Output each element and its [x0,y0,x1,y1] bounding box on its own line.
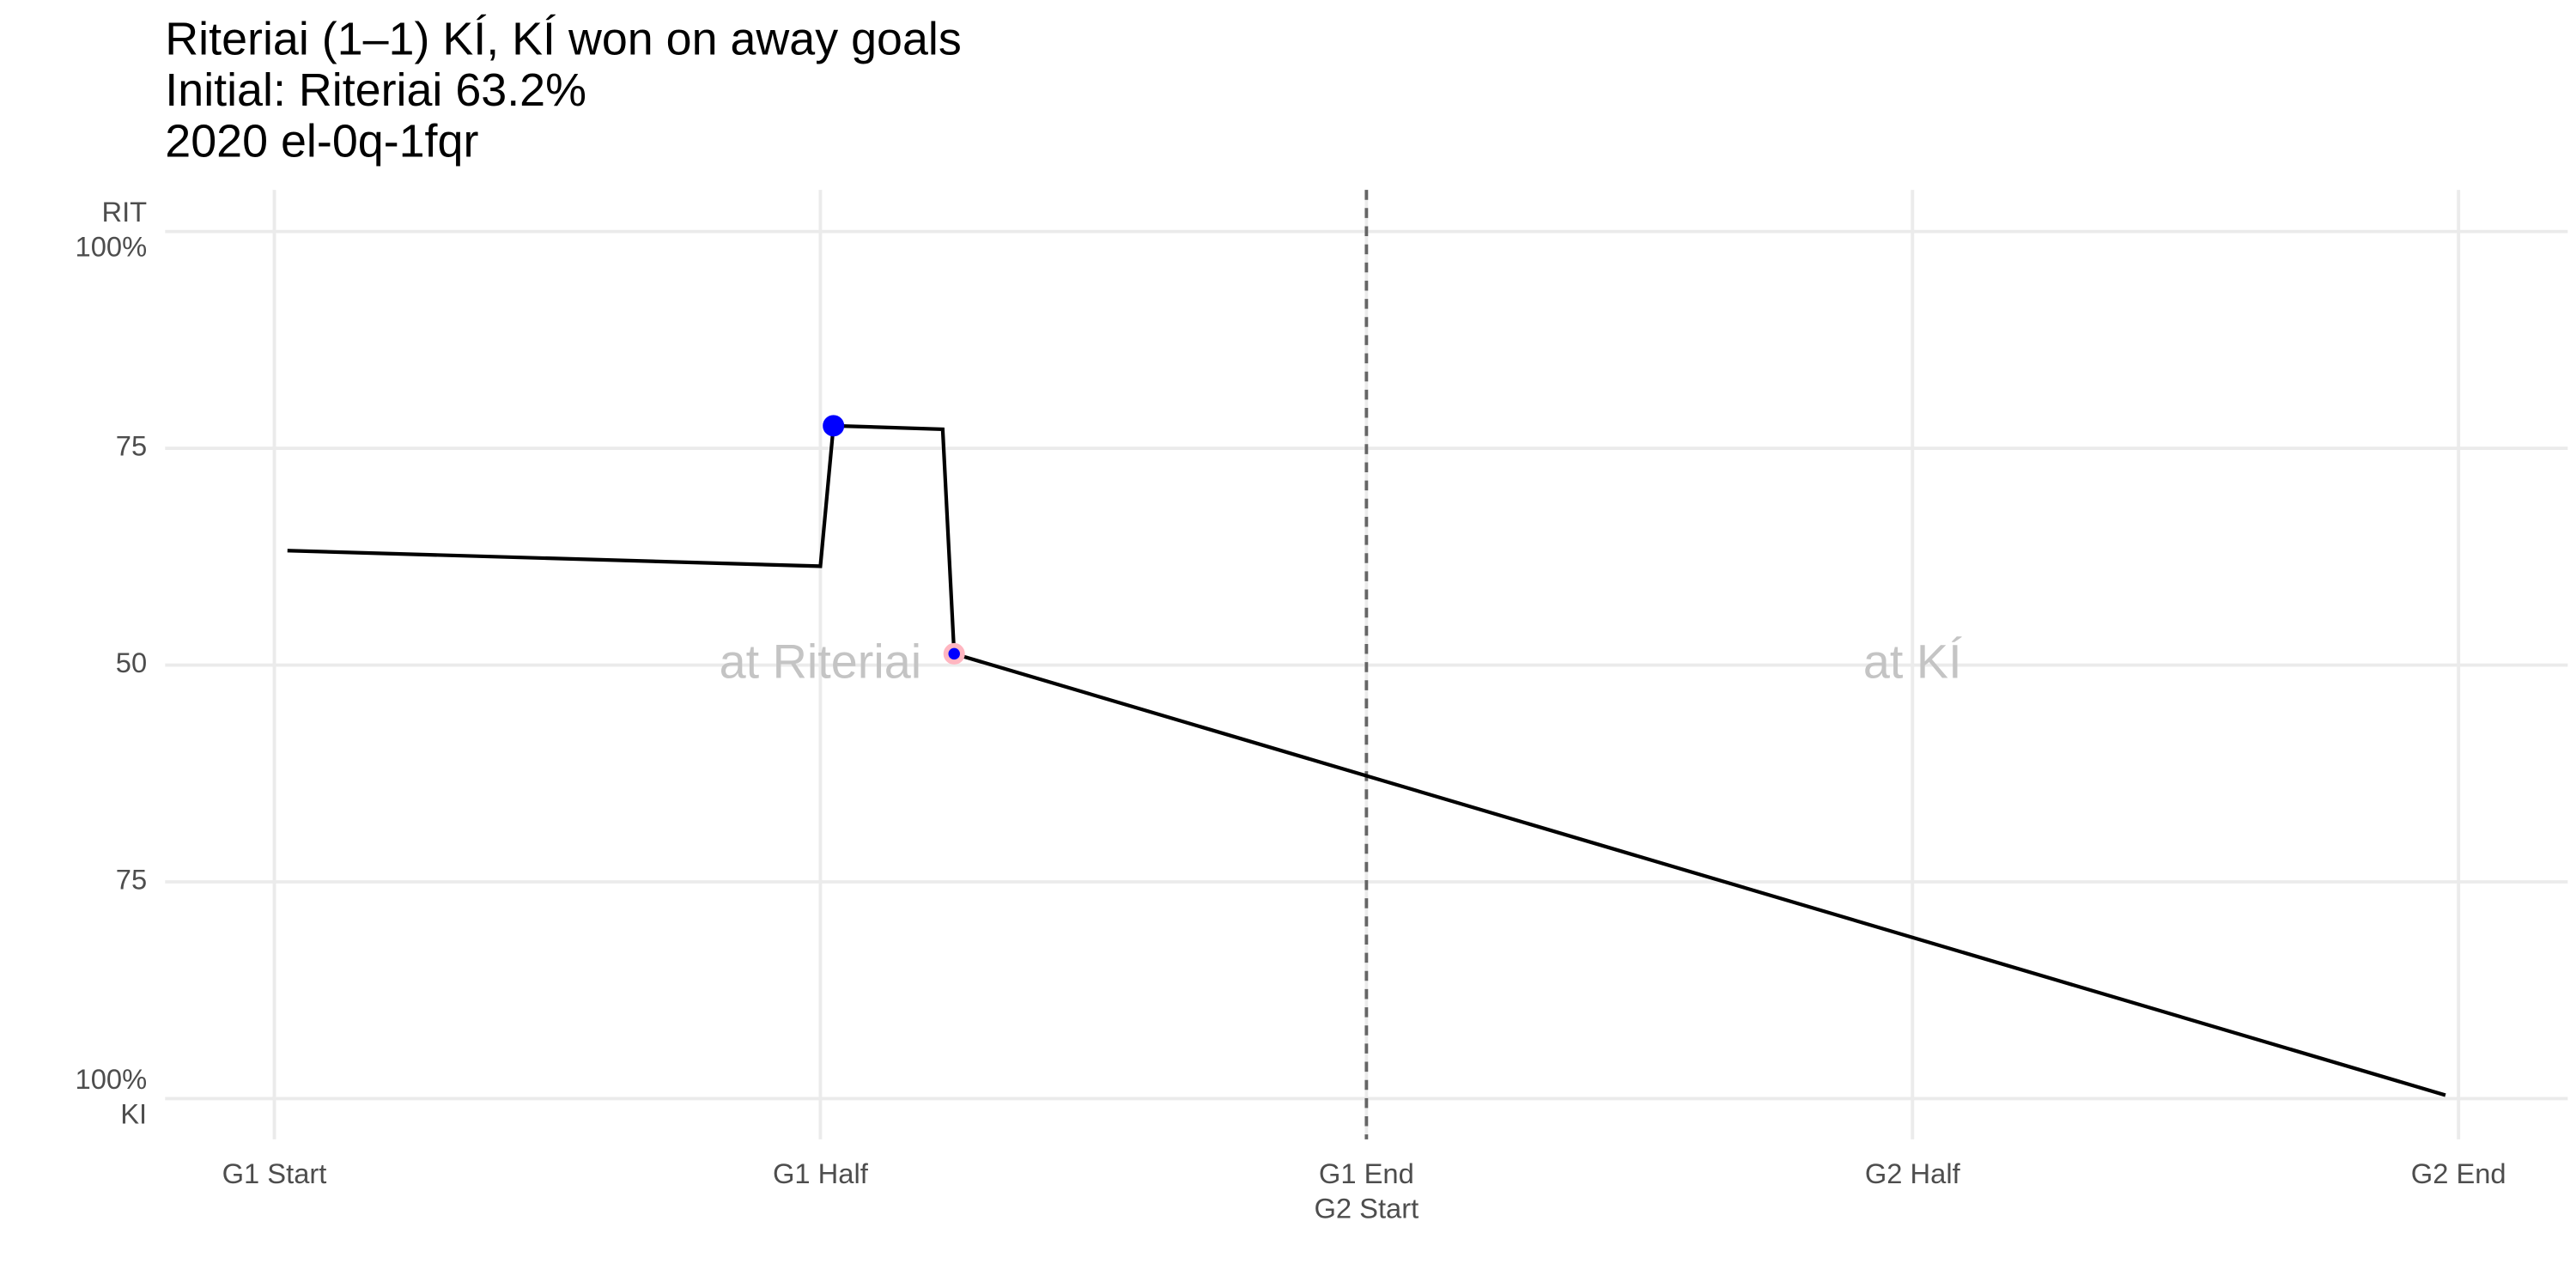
y-tick-label: RIT [101,196,147,228]
annotation: at Riteriai [720,635,921,688]
x-tick-label: G1 End [1319,1157,1414,1189]
y-tick-label: 100% [76,230,148,262]
x-tick-label: G1 Start [222,1157,327,1189]
y-tick-label: 50 [116,647,147,678]
y-tick-label: KI [120,1097,147,1129]
chart-title: Initial: Riteriai 63.2% [165,64,586,116]
goal-marker [823,415,845,437]
win-probability-line [287,423,2446,1097]
y-tick-label: 75 [116,430,147,462]
x-tick-label: G2 End [2411,1157,2506,1189]
chart-title: 2020 el-0q-1fqr [165,116,478,167]
x-tick-label: G2 Half [1865,1157,1961,1189]
y-tick-label: 75 [116,864,147,896]
goal-marker [943,642,965,665]
chart-title: Riteriai (1–1) KÍ, KÍ won on away goals [165,13,961,64]
x-tick-label: G2 Start [1314,1192,1419,1224]
annotation: at KÍ [1863,635,1962,688]
x-tick-label: G1 Half [773,1157,869,1189]
y-tick-label: 100% [76,1063,148,1095]
